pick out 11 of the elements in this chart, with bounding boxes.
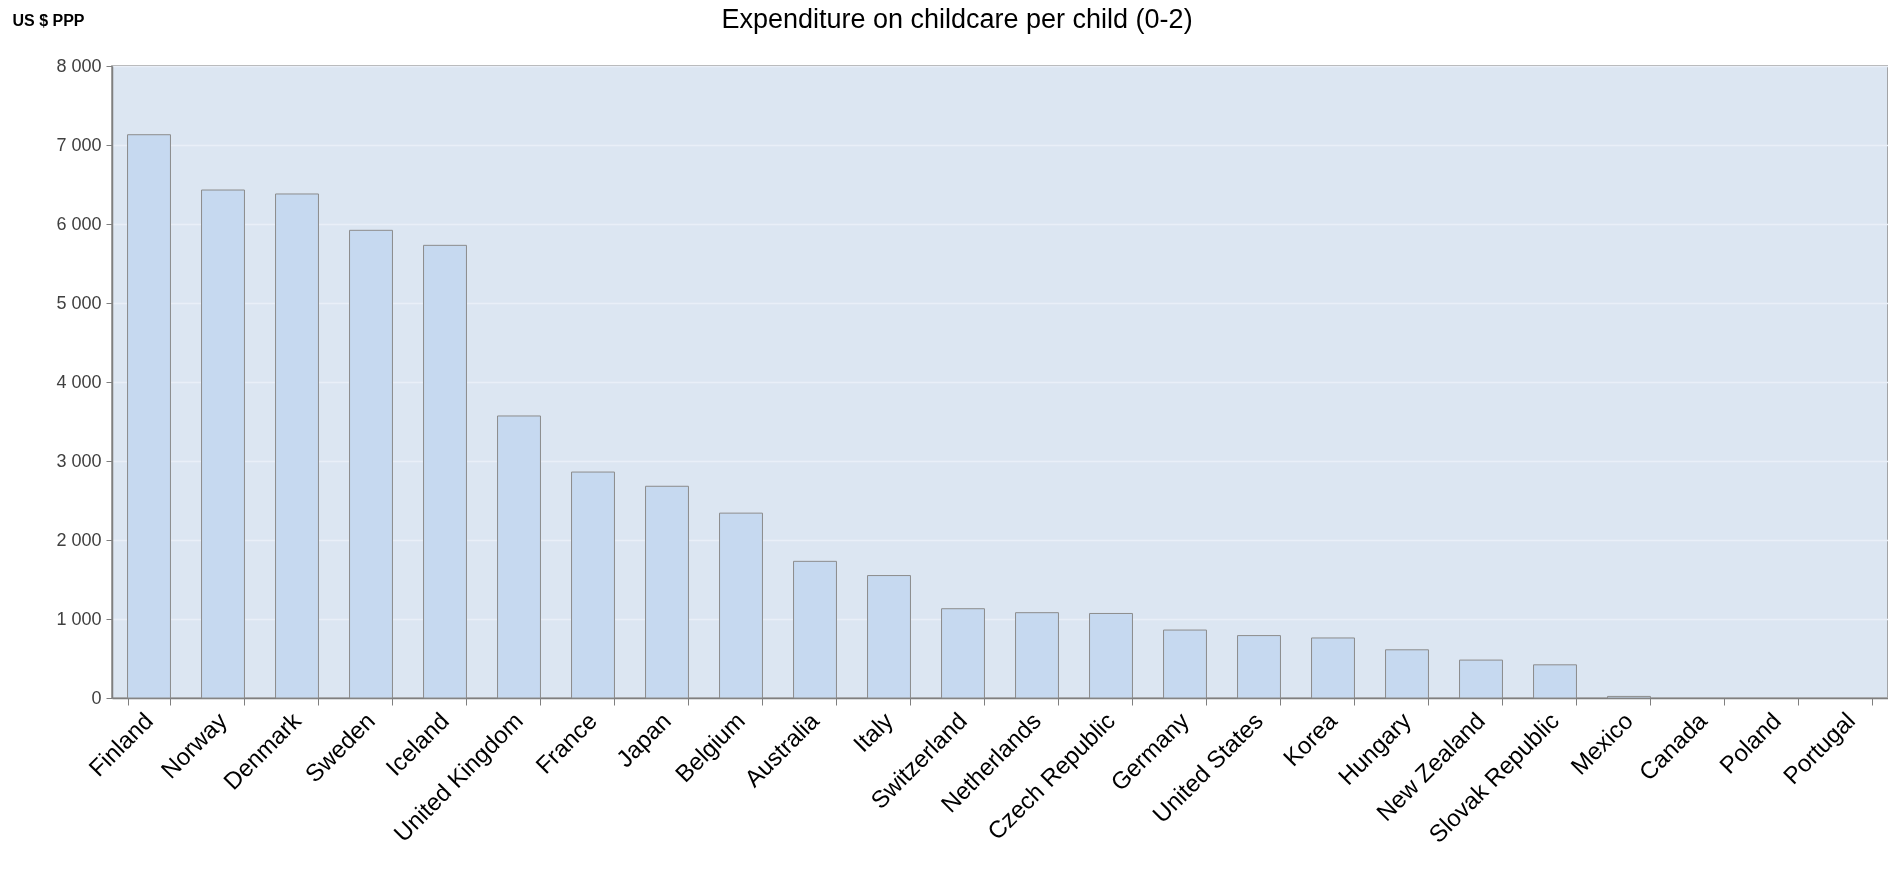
y-tick-label: 3 000 [56,450,102,471]
y-tick-label: 6 000 [56,213,102,234]
y-tick-label: 0 [91,687,102,708]
y-tick-label: 5 000 [56,292,102,313]
y-tick-label: 2 000 [56,529,102,550]
chart-title: Expenditure on childcare per child (0-2) [721,4,1193,34]
y-tick-label: 8 000 [56,55,102,76]
y-axis-title: US $ PPP [12,11,85,29]
y-tick-label: 7 000 [56,134,102,155]
y-tick-label: 4 000 [56,371,102,392]
y-tick-label: 1 000 [56,608,102,629]
